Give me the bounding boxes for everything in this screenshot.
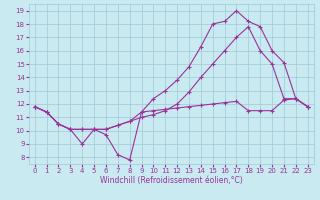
X-axis label: Windchill (Refroidissement éolien,°C): Windchill (Refroidissement éolien,°C) bbox=[100, 176, 243, 185]
